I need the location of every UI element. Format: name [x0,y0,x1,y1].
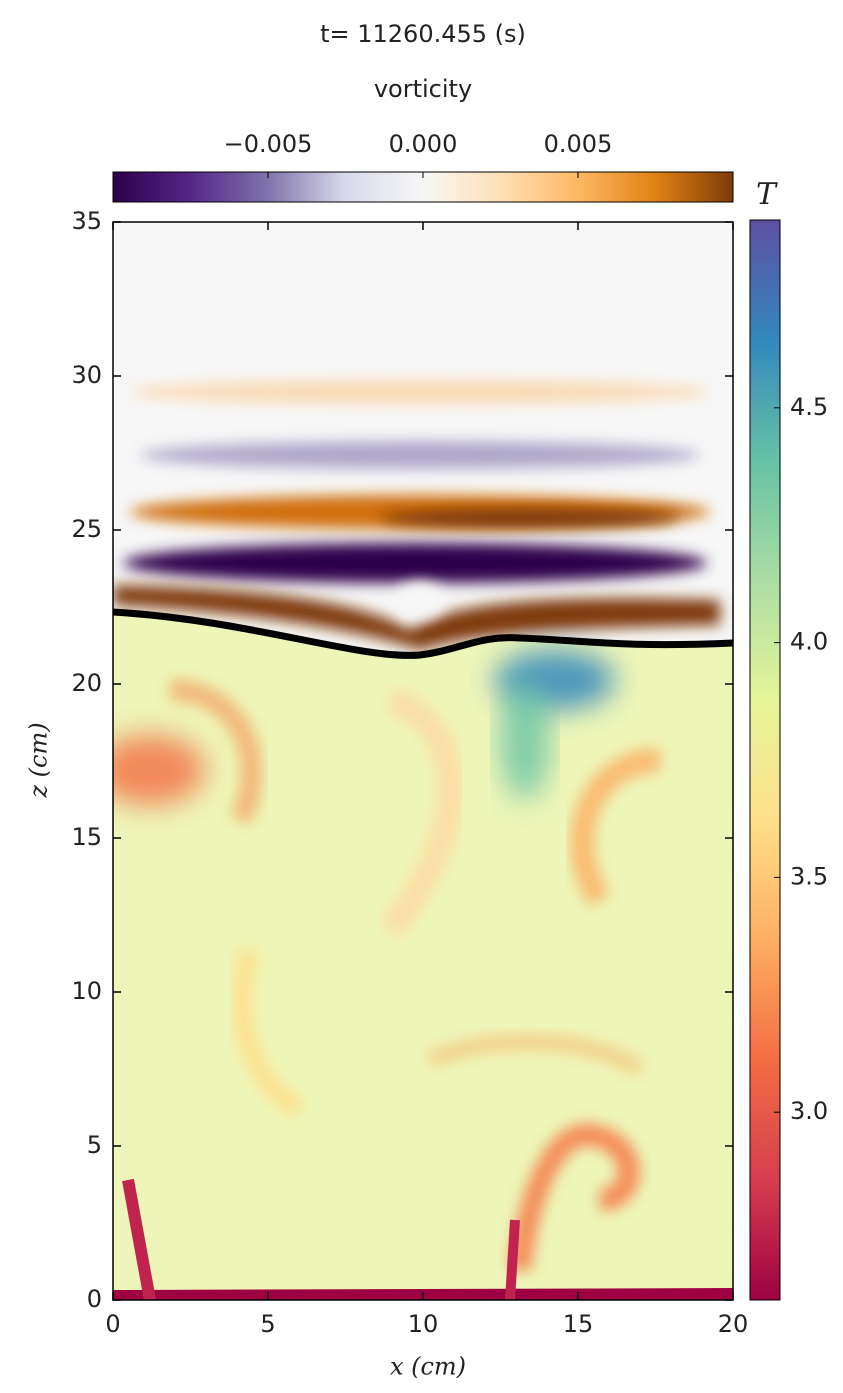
warm-plume [122,1178,156,1300]
vorticity-band [380,508,680,528]
vorticity-band [140,441,700,469]
warm-swirl [570,748,661,907]
x-tick-label: 10 [408,1310,439,1338]
colorbar-label: vorticity [374,75,472,103]
vorticity-band [130,380,710,404]
warm-swirl [232,947,306,1119]
colorbar-tick-label: 4.5 [790,393,828,421]
interface-line [113,608,733,659]
warm-swirl [169,679,263,825]
colorbar [749,219,781,1301]
x-tick-label: 20 [718,1310,749,1338]
x-tick-label: 0 [105,1310,120,1338]
x-axis-label: x (cm) [390,1353,466,1381]
colorbar-tick-label: 3.0 [790,1097,828,1125]
y-tick-label: 10 [71,977,102,1005]
cold-plume [500,680,550,800]
warm-swirl [509,1123,640,1272]
y-axis-label: z (cm) [25,722,53,798]
warm-swirl [426,1033,645,1077]
vorticity-band [113,585,720,650]
x-tick-label: 15 [563,1310,594,1338]
colorbar-label: T [756,177,778,212]
warm-swirl [113,735,205,805]
x-tick-label: 5 [260,1310,275,1338]
vorticity-notch [395,582,445,618]
vorticity-band [123,543,707,583]
y-tick-label: 25 [71,515,102,543]
chart-title: t= 11260.455 (s) [320,20,526,48]
y-tick-label: 35 [71,207,102,235]
warm-plume [505,1219,520,1300]
y-tick-label: 15 [71,823,102,851]
colorbar-tick-label: 0.005 [544,130,613,158]
colorbar-tick-label: 0.000 [389,130,458,158]
y-tick-label: 30 [71,361,102,389]
warm-swirl [379,687,464,939]
y-tick-label: 5 [87,1131,102,1159]
y-tick-label: 0 [87,1285,102,1313]
colorbar-tick-label: −0.005 [224,130,313,158]
colorbar-tick-label: 3.5 [790,862,828,890]
field [113,222,733,1300]
colorbar-tick-label: 4.0 [790,628,828,656]
y-tick-label: 20 [71,669,102,697]
